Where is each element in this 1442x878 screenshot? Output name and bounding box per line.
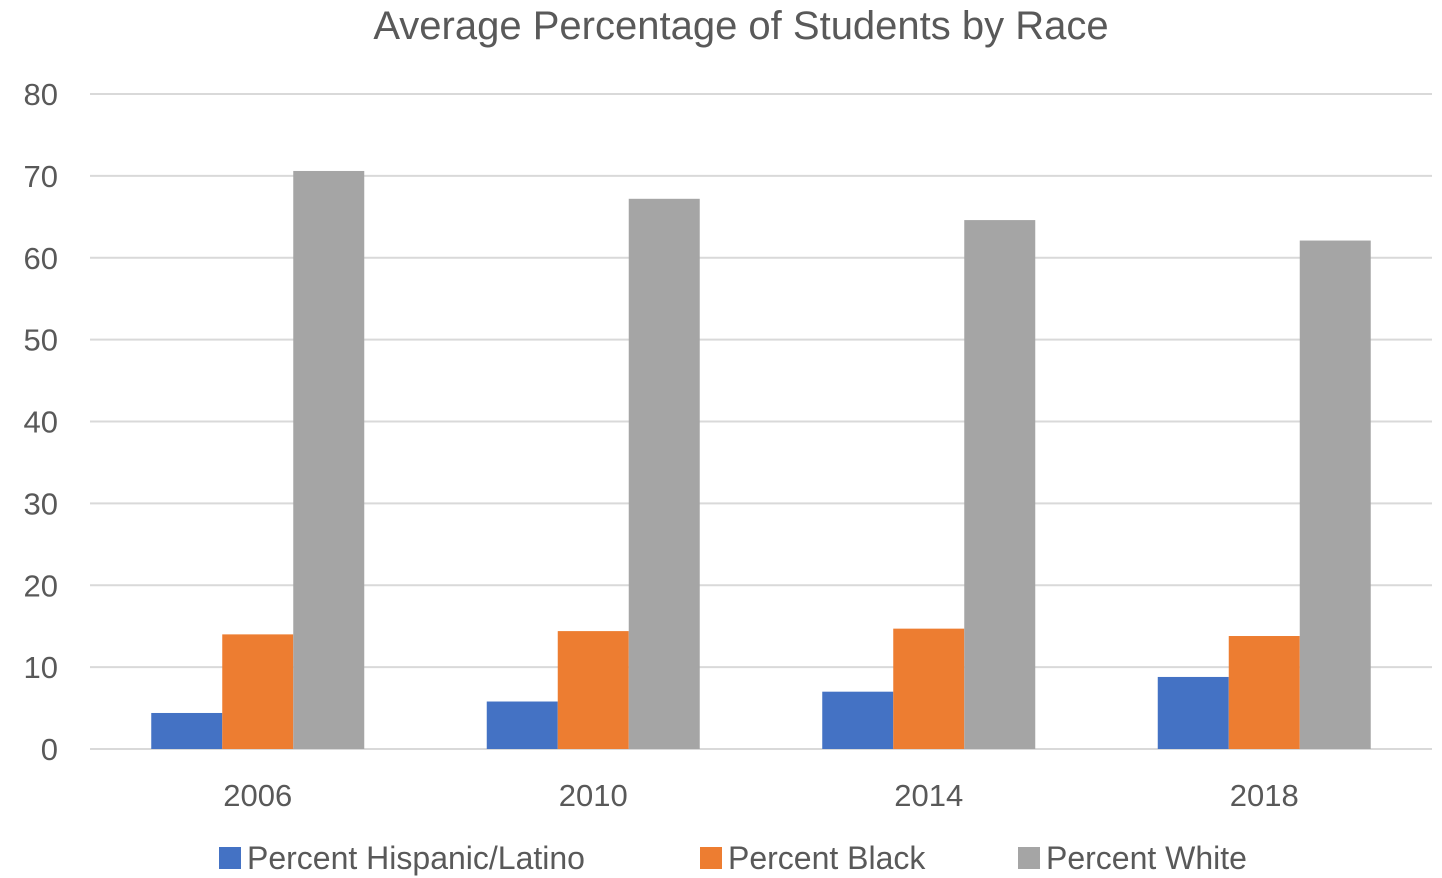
y-tick-label: 60 (24, 241, 58, 276)
legend-item: Percent Hispanic/Latino (219, 840, 585, 876)
legend-swatch (1018, 847, 1040, 869)
y-tick-label: 10 (24, 650, 58, 685)
bar-percent-white-2014 (964, 220, 1036, 749)
bar-percent-black-2018 (1228, 636, 1300, 749)
x-tick-label: 2014 (894, 778, 963, 813)
bar-percent-black-2006 (222, 634, 294, 749)
bar-percent-white-2006 (293, 170, 365, 749)
x-tick-label: 2018 (1230, 778, 1299, 813)
y-tick-label: 20 (24, 568, 58, 603)
y-tick-label: 70 (24, 159, 58, 194)
y-tick-label: 80 (24, 77, 58, 112)
legend-label: Percent White (1046, 840, 1247, 876)
legend-label: Percent Hispanic/Latino (247, 840, 585, 876)
bar-percent-white-2018 (1299, 240, 1371, 749)
bars (151, 170, 1371, 750)
chart-title: Average Percentage of Students by Race (373, 4, 1109, 48)
bar-percent-white-2010 (628, 198, 700, 750)
legend-item: Percent White (1018, 840, 1247, 876)
y-tick-label: 0 (41, 732, 58, 767)
axis-labels: 0 10 20 30 40 50 60 70 80 2006 2010 2014 2018 (24, 77, 1299, 813)
bar-percent-hispanic-latino-2006 (151, 712, 223, 749)
x-tick-label: 2006 (223, 778, 292, 813)
legend-swatch (700, 847, 722, 869)
bar-percent-hispanic-latino-2010 (486, 701, 558, 749)
x-tick-label: 2010 (559, 778, 628, 813)
legend-label: Percent Black (728, 840, 926, 876)
bar-percent-hispanic-latino-2014 (822, 691, 894, 749)
y-tick-label: 30 (24, 486, 58, 521)
bar-percent-black-2010 (557, 631, 629, 749)
bar-percent-hispanic-latino-2018 (1157, 676, 1229, 749)
legend-item: Percent Black (700, 840, 926, 876)
y-tick-label: 40 (24, 405, 58, 440)
legend: Percent Hispanic/Latino Percent Black Perc… (219, 840, 1247, 876)
legend-swatch (219, 847, 241, 869)
bar-percent-black-2014 (893, 628, 965, 749)
y-tick-label: 50 (24, 323, 58, 358)
